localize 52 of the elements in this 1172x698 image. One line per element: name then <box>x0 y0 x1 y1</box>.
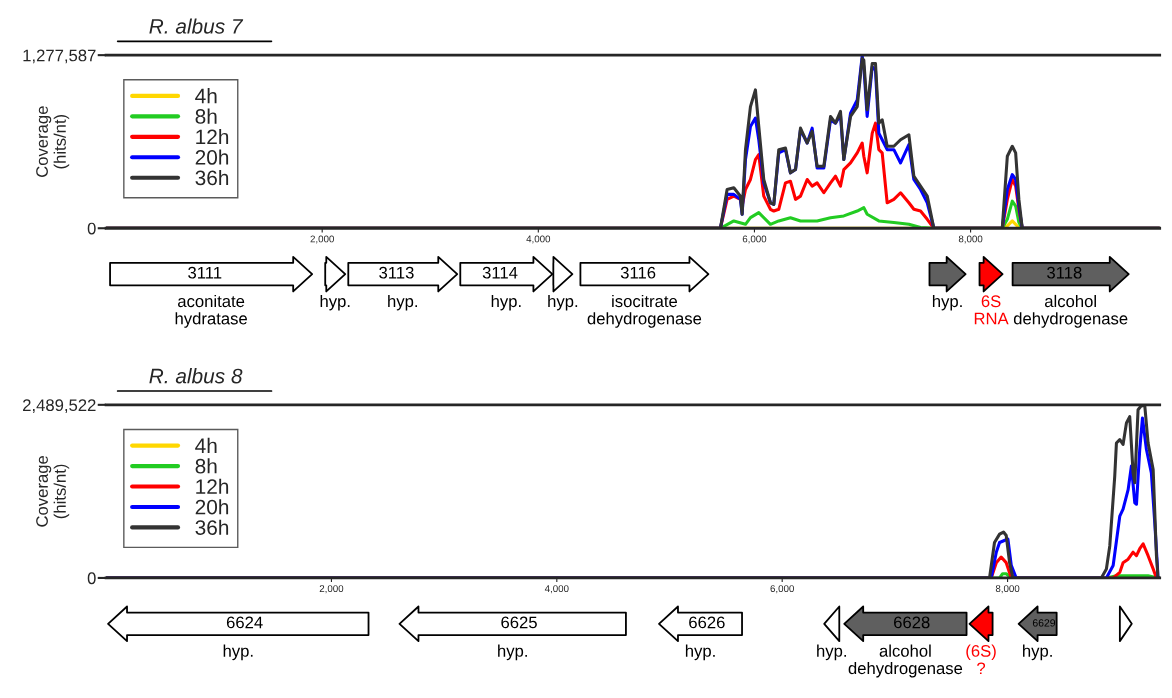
y-tick-label: 1,277,587 <box>23 49 96 64</box>
text: 6629 <box>1032 619 1056 627</box>
legend-label: 12h <box>196 478 229 494</box>
text: hyp. <box>491 294 521 311</box>
text: hyp. <box>498 644 527 661</box>
text: aconitate hydratase <box>175 294 247 328</box>
text: hyp. <box>223 644 253 661</box>
text: hyp. <box>817 644 846 661</box>
text: 6625 <box>501 616 537 629</box>
text: hyp. <box>388 294 417 311</box>
text: (6S) ? <box>966 644 996 675</box>
text: 6628 <box>894 616 930 629</box>
text: 3116 <box>620 266 656 279</box>
x-tick-label: 6,000 <box>770 585 794 594</box>
y-tick-label: 0 <box>87 222 96 235</box>
text: 3114 <box>482 266 518 279</box>
x-tick-label: 2,000 <box>310 235 334 244</box>
text: hyp. <box>932 294 962 311</box>
text: 6624 <box>226 616 263 629</box>
y-tick-label: 2,489,522 <box>23 399 96 414</box>
text: 6626 <box>689 616 725 629</box>
y-axis-title: Coverage (hits/nt) <box>36 456 70 527</box>
chart-title: R. albus 7 <box>149 18 244 34</box>
x-tick-label: 4,000 <box>544 585 569 594</box>
legend-label: 4h <box>195 437 217 453</box>
text: hyp. <box>685 644 715 661</box>
legend-label: 4h <box>195 88 217 104</box>
text: alcohol dehydrogenase <box>848 644 963 678</box>
y-tick-label: 0 <box>87 572 96 585</box>
legend-label: 36h <box>195 169 229 186</box>
x-tick-label: 4,000 <box>526 235 551 244</box>
y-axis-title: Coverage (hits/nt) <box>36 106 70 177</box>
legend-label: 8h <box>195 458 217 474</box>
legend-label: 12h <box>196 129 229 145</box>
x-tick-label: 8,000 <box>995 585 1020 594</box>
x-tick-label: 8,000 <box>958 235 983 244</box>
text: 3118 <box>1047 266 1082 279</box>
text: 3113 <box>379 266 414 279</box>
text: isocitrate dehydrogenase <box>587 294 702 328</box>
text: hyp. <box>320 294 350 311</box>
x-tick-label: 6,000 <box>742 235 767 244</box>
text: alcohol dehydrogenase <box>1013 294 1128 328</box>
text: 6S RNA <box>974 295 1009 325</box>
legend-label: 8h <box>195 108 217 124</box>
legend-label: 20h <box>195 499 229 515</box>
x-tick-label: 2,000 <box>319 585 344 594</box>
chart-title: R. albus 8 <box>149 368 243 384</box>
text: hyp. <box>1023 644 1052 661</box>
legend-label: 20h <box>195 149 229 165</box>
legend-label: 36h <box>195 519 229 535</box>
text: hyp. <box>548 294 578 311</box>
text: 3111 <box>188 266 222 279</box>
